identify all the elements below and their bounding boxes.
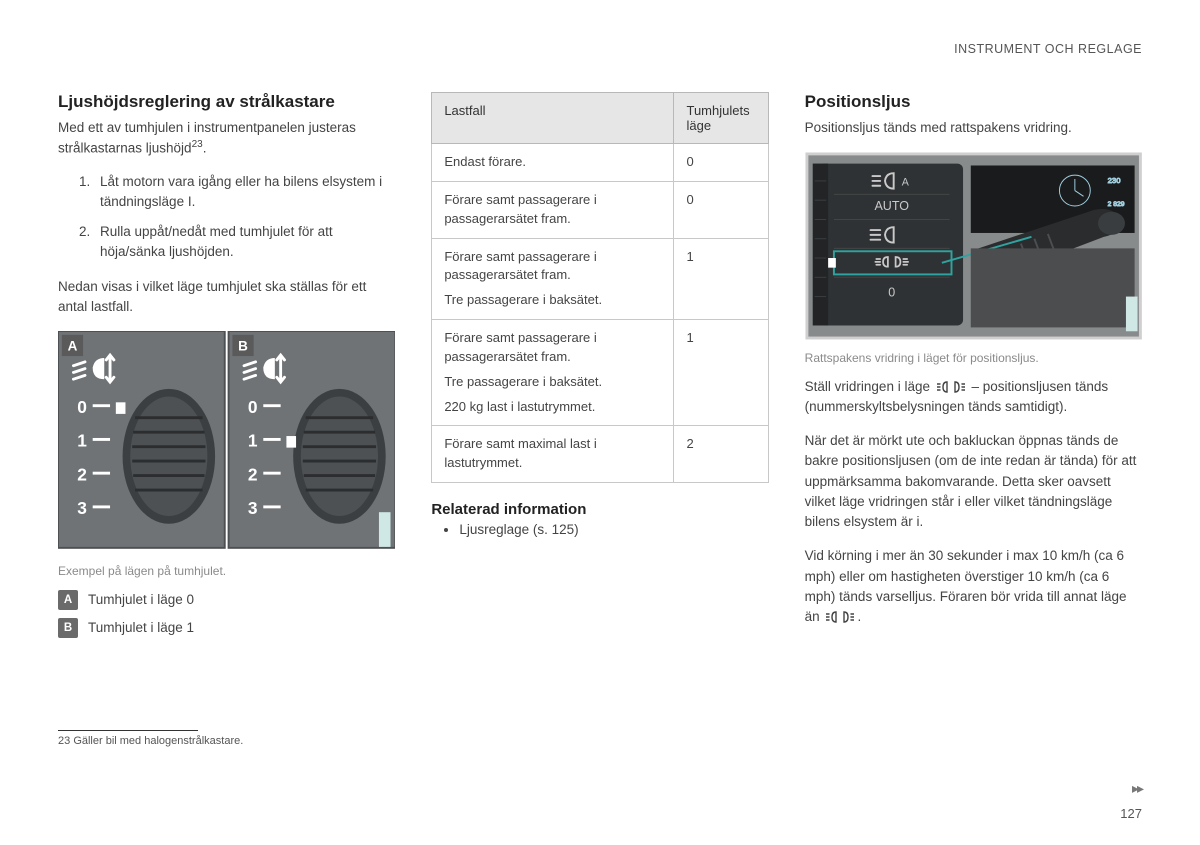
intro-left: Med ett av tumhjulen i instrumentpanelen… <box>58 118 395 158</box>
stalk-figure: A AUTO <box>805 152 1142 340</box>
table-cell: Förare samt maximal last i lastutrymmet. <box>432 426 674 483</box>
table-cell: Endast förare. <box>432 144 674 182</box>
column-left: Ljushöjdsreglering av strålkastare Med e… <box>58 92 395 747</box>
figcap-right: Rattspakens vridring i läget för positio… <box>805 351 1142 365</box>
table-row: Förare samt passagerare i passagerarsäte… <box>432 238 768 320</box>
badge: B <box>58 618 78 638</box>
table-row: Endast förare.0 <box>432 144 768 182</box>
related-item: Ljusreglage (s. 125) <box>459 522 768 537</box>
table-cell: 1 <box>674 320 768 426</box>
related-list: Ljusreglage (s. 125) <box>431 522 768 537</box>
position-light-icon <box>826 611 854 623</box>
table-cell: Förare samt passagerare i passagerarsäte… <box>432 238 674 320</box>
figcap-left: Exempel på lägen på tumhjulet. <box>58 564 395 578</box>
table-cell: Förare samt passagerare i passagerarsäte… <box>432 181 674 238</box>
svg-text:AUTO: AUTO <box>874 198 909 212</box>
steps-list: Låt motorn vara igång eller ha bilens el… <box>58 172 395 263</box>
svg-text:B: B <box>238 338 248 353</box>
badge-text: Tumhjulet i läge 0 <box>88 592 194 607</box>
table-row: Förare samt passagerare i passagerarsäte… <box>432 181 768 238</box>
badge: A <box>58 590 78 610</box>
thumbwheel-figure: 0 1 2 3 <box>58 331 395 553</box>
table-cell: 0 <box>674 181 768 238</box>
page-number: 127 <box>1120 806 1142 821</box>
intro-right: Positionsljus tänds med rattspakens vrid… <box>805 118 1142 138</box>
continue-icon: ▸▸ <box>1132 780 1142 797</box>
th-position: Tumhjulets läge <box>674 93 768 144</box>
below-text: Nedan visas i vilket läge tumhjulet ska … <box>58 277 395 318</box>
table-cell: 0 <box>674 144 768 182</box>
svg-text:230: 230 <box>1107 175 1120 184</box>
p3: Vid körning i mer än 30 sekunder i max 1… <box>805 546 1142 627</box>
table-row: Förare samt passagerare i passagerarsäte… <box>432 320 768 426</box>
badge-row: B Tumhjulet i läge 1 <box>58 618 395 638</box>
svg-text:0: 0 <box>888 285 895 299</box>
step-item: Låt motorn vara igång eller ha bilens el… <box>94 172 395 213</box>
badge-text: Tumhjulet i läge 1 <box>88 620 194 635</box>
heading-position-lights: Positionsljus <box>805 92 1142 112</box>
footnote-rule <box>58 730 198 731</box>
p1: Ställ vridringen i läge – positionsljuse… <box>805 377 1142 418</box>
step-item: Rulla uppåt/nedåt med tumhjulet för att … <box>94 222 395 263</box>
table-cell: 2 <box>674 426 768 483</box>
table-cell: Förare samt passagerare i passagerarsäte… <box>432 320 674 426</box>
footnote: 23 Gäller bil med halogenstrålkastare. <box>58 735 395 747</box>
p2: När det är mörkt ute och bakluckan öppna… <box>805 431 1142 532</box>
heading-headlight-leveling: Ljushöjdsreglering av strålkastare <box>58 92 395 112</box>
badge-row: A Tumhjulet i läge 0 <box>58 590 395 610</box>
column-middle: Lastfall Tumhjulets läge Endast förare.0… <box>431 92 768 747</box>
related-heading: Relaterad information <box>431 501 768 518</box>
load-table: Lastfall Tumhjulets läge Endast förare.0… <box>431 92 768 483</box>
column-right: Positionsljus Positionsljus tänds med ra… <box>805 92 1142 747</box>
th-lastfall: Lastfall <box>432 93 674 144</box>
breadcrumb: INSTRUMENT OCH REGLAGE <box>58 42 1142 56</box>
svg-text:A: A <box>68 338 78 353</box>
position-light-icon <box>937 381 965 393</box>
svg-text:A: A <box>901 176 909 188</box>
table-row: Förare samt maximal last i lastutrymmet.… <box>432 426 768 483</box>
svg-text:2 829: 2 829 <box>1107 201 1124 208</box>
table-cell: 1 <box>674 238 768 320</box>
